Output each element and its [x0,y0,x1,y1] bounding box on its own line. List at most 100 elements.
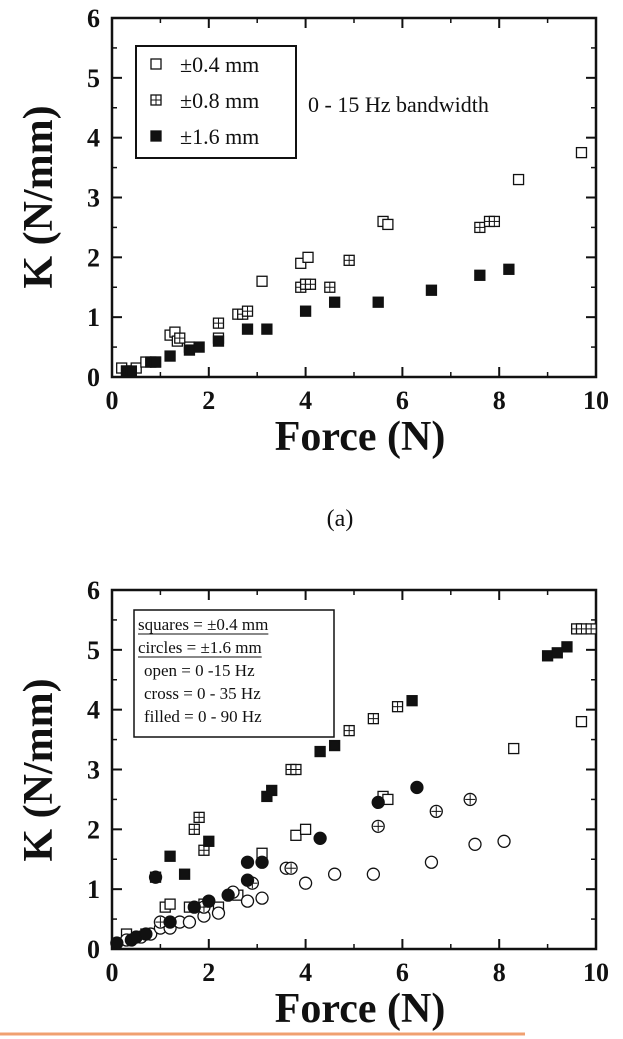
data-point-square-cross [193,811,205,824]
y-tick-label: 0 [87,935,100,964]
caption-a: (a) [327,506,354,532]
data-point-circle-open [211,906,226,920]
data-point-circle-filled [410,780,424,795]
data-point-square-open [575,715,588,728]
data-point-circle-open [468,837,482,851]
x-tick-label: 6 [396,386,409,415]
data-point-square-open [575,146,588,159]
data-point-circle-filled [202,894,216,908]
data-point-circle-filled [139,927,153,941]
data-point-square-filled [372,296,384,308]
data-point-square-cross [188,823,200,835]
data-point-circle-open [424,855,439,869]
legend-marker-square-cross [150,94,162,106]
data-point-square-open [382,218,394,231]
legend-line: cross = 0 - 35 Hz [144,684,261,703]
data-point-square-cross [324,281,336,293]
data-point-circle-cross [463,792,477,807]
data-point-square-cross [304,278,317,290]
data-point-square-filled [541,650,554,662]
data-point-square-filled [125,365,138,377]
data-point-square-open [512,173,525,186]
legend-line: open = 0 -15 Hz [144,661,255,680]
x-axis-label-a: Force (N) [275,414,446,460]
data-point-circle-filled [148,870,163,884]
data-point-circle-open [327,867,342,881]
data-point-circle-filled [313,831,327,845]
legend-a: ±0.4 mm ±0.8 mm ±1.6 mm [150,52,259,149]
legend-marker-square-filled [150,130,162,142]
data-point-circle-open [240,894,255,908]
data-point-square-filled [299,305,312,317]
x-tick-label: 2 [202,386,215,415]
y-tick-label: 6 [87,4,100,33]
y-tick-label: 1 [87,875,100,904]
data-point-square-filled [551,647,563,659]
y-tick-label: 2 [87,243,100,272]
y-tick-label: 0 [87,363,100,392]
data-point-square-open [295,257,307,269]
data-point-circle-filled [240,855,255,869]
y-tick-label: 6 [87,576,100,605]
y-axis-label-a: K (N/mm) [16,105,62,288]
data-point-square-filled [212,335,225,347]
legend-box-a [135,45,297,159]
legend-label: ±0.8 mm [180,88,259,113]
chart-panel-b: 0 1 2 3 4 5 6 0 2 4 6 8 10 squares = ±0.4 mm circles … [16,576,609,1032]
x-tick-label: 6 [396,958,409,987]
data-point-square-cross [575,623,588,635]
data-point-square-filled [503,263,515,275]
data-point-square-cross [391,701,404,713]
x-tick-label: 8 [493,958,506,987]
data-point-square-open [290,829,302,841]
data-point-circle-open [255,891,269,905]
data-point-square-filled [266,784,278,797]
y-tick-label: 4 [87,124,100,153]
data-point-square-cross [488,215,501,228]
data-point-square-filled [406,695,418,707]
data-point-square-filled [474,269,486,281]
x-tick-label: 4 [299,958,312,987]
x-axis-label-b: Force (N) [275,986,446,1032]
data-point-circle-open [366,867,381,881]
y-tick-label: 3 [87,184,100,213]
data-point-square-filled [314,745,326,758]
data-point-circle-filled [255,855,269,869]
data-point-square-cross [343,724,355,737]
data-point-square-open [508,742,520,755]
data-point-circle-filled [110,936,124,950]
data-point-square-filled [241,323,254,335]
data-point-square-open [164,898,176,910]
data-point-square-filled [149,356,162,368]
data-point-circle-filled [163,915,177,929]
data-point-circle-filled [371,795,385,810]
data-point-square-open [302,251,314,263]
y-tick-label: 2 [87,815,100,844]
ticks-b: 0 1 2 3 4 5 6 0 2 4 6 8 10 [87,576,609,987]
data-point-square-filled [193,341,205,353]
data-point-square-filled [561,641,573,653]
points-a [116,146,588,377]
data-point-circle-cross [371,819,385,833]
legend-label: ±1.6 mm [180,124,259,149]
data-point-square-cross [290,763,302,776]
legend-line: circles = ±1.6 mm [138,638,262,657]
annotation-bandwidth: 0 - 15 Hz bandwidth [308,92,489,117]
data-point-square-cross [474,221,486,234]
data-point-square-filled [328,739,341,752]
legend-label: ±0.4 mm [180,52,259,77]
ticks-a: 0 1 2 3 4 5 6 0 2 4 6 8 10 [87,4,609,415]
legend-marker-square-open [150,58,162,70]
data-point-square-cross [367,712,380,725]
data-point-circle-open [298,876,313,890]
points-b [110,623,597,950]
data-point-circle-open [182,915,197,929]
data-point-square-cross [343,254,355,266]
x-tick-label: 0 [106,386,119,415]
legend-box-b [133,609,335,738]
data-point-square-filled [183,344,196,356]
data-point-circle-open [497,834,511,848]
data-point-square-open [299,823,312,835]
legend-line: filled = 0 - 90 Hz [144,707,262,726]
